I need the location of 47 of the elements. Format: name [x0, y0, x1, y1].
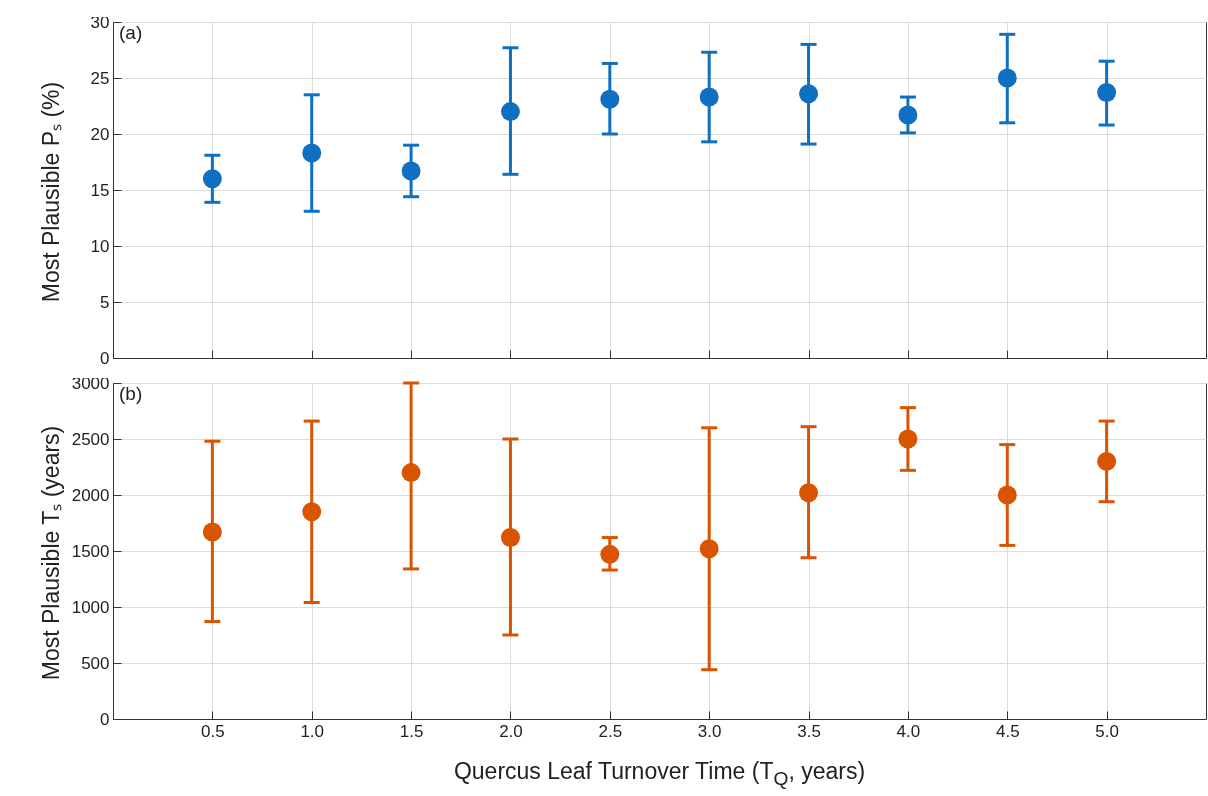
x-tick-label: 2.0 [499, 721, 523, 741]
y-tick-label: 5 [100, 292, 110, 312]
x-tick-label: 0.5 [201, 721, 225, 741]
y-tick-label: 1500 [71, 541, 110, 561]
point [202, 169, 222, 189]
y-tick-label: 500 [81, 653, 110, 673]
y-tick-label: 20 [90, 124, 110, 144]
x-tick-label: 3.5 [797, 721, 821, 741]
point [302, 502, 322, 522]
point [302, 143, 322, 163]
point [600, 89, 620, 109]
x-tick-label: 5.0 [1095, 721, 1119, 741]
y-tick-label: 1000 [71, 597, 110, 617]
point [997, 68, 1017, 88]
y-tick-label: 15 [90, 180, 110, 200]
y-tick-label: 2500 [71, 429, 110, 449]
point [500, 102, 520, 122]
point [401, 161, 421, 181]
point [401, 463, 421, 483]
point [600, 544, 620, 564]
y-axis-title: Most Plausible Tₛ (years) [37, 424, 65, 683]
point [799, 483, 819, 503]
x-axis-title: Quercus Leaf Turnover Time (T$_{Q}$, years) [452, 758, 867, 790]
y-tick-label: 2000 [71, 485, 110, 505]
x-tick-label: 1.5 [399, 721, 424, 741]
point [500, 528, 520, 548]
point [898, 105, 918, 125]
point [202, 522, 222, 542]
y-tick-label: 0 [100, 709, 110, 729]
y-tick-label: 25 [90, 68, 110, 88]
point [997, 485, 1017, 505]
annotation: (a) [119, 22, 143, 43]
annotation: (b) [119, 383, 143, 404]
point [1097, 83, 1117, 103]
x-tick-label: 4.0 [896, 721, 921, 741]
x-tick-label: 3.0 [697, 721, 722, 741]
point [699, 539, 719, 559]
point [699, 87, 719, 107]
point [799, 84, 819, 104]
point [898, 429, 918, 449]
point [1097, 451, 1117, 471]
y-tick-label: 0 [100, 348, 110, 368]
x-tick-label: 4.5 [995, 721, 1020, 741]
y-tick-label: 10 [90, 236, 110, 256]
x-tick-label: 1.0 [300, 721, 325, 741]
x-tick-label: 2.5 [598, 721, 623, 741]
y-axis-title: Most Plausible Pₛ (%) [37, 80, 65, 305]
